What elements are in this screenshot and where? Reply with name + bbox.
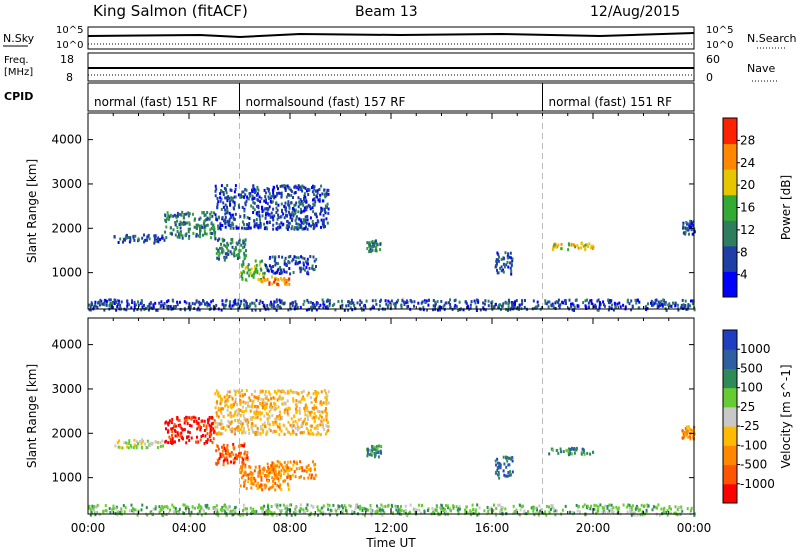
colorbar-tick-label: 28 xyxy=(740,133,755,147)
colorbar-tick-label: 8 xyxy=(740,245,748,259)
nave-tick-bottom: 0 xyxy=(706,71,713,84)
x-tick-label: 04:00 xyxy=(172,521,207,535)
colorbar-swatch xyxy=(723,445,737,466)
echo-region xyxy=(264,254,318,276)
echo-region xyxy=(494,251,514,276)
echo-region xyxy=(214,389,330,437)
colorbar-label: Power [dB] xyxy=(779,175,793,240)
echo-region xyxy=(164,210,217,240)
colorbar-tick-label: 1000 xyxy=(740,342,771,356)
y-tick-label: 1000 xyxy=(51,266,82,280)
echo-region xyxy=(214,237,247,262)
colorbar-swatch xyxy=(723,169,737,196)
x-tick-label: 08:00 xyxy=(273,521,308,535)
freq-tick-bottom: 8 xyxy=(66,71,73,84)
colorbar-swatch xyxy=(723,483,737,504)
colorbar-swatch xyxy=(723,349,737,369)
colorbar-tick-label: 4 xyxy=(740,268,748,282)
y-axis-label: Slant Range [km] xyxy=(25,364,39,468)
echo-region xyxy=(366,239,382,254)
echo-region xyxy=(366,444,383,459)
nsearch-tick-top: 10^5 xyxy=(706,25,733,36)
colorbar-swatch xyxy=(723,406,737,427)
mode-label: normalsound (fast) 157 RF xyxy=(246,95,406,109)
echo-region xyxy=(214,184,330,231)
colorbar-tick-label: 20 xyxy=(740,178,755,192)
power-panel: 1000 2000 3000 4000 Slant Range [km] 28 24 20 16… xyxy=(25,112,793,312)
nave-label: Nave xyxy=(747,62,775,75)
colorbar-swatch xyxy=(723,194,737,221)
colorbar-swatch xyxy=(723,271,737,298)
x-tick-label: 16:00 xyxy=(475,521,510,535)
colorbar-swatch xyxy=(723,387,737,408)
echo-region xyxy=(494,455,514,480)
colorbar-swatch xyxy=(723,368,737,389)
x-tick-label: 20:00 xyxy=(576,521,611,535)
cpid-panel: CPID normal (fast) 151 RF normalsound (fa… xyxy=(4,82,695,112)
colorbar-tick-label: 500 xyxy=(740,361,763,375)
station-title: King Salmon (fitACF) xyxy=(93,2,248,20)
x-tick-label: 12:00 xyxy=(374,521,409,535)
x-tick-label: 00:00 xyxy=(677,521,712,535)
colorbar-swatch xyxy=(723,220,737,247)
freq-label-line2: [MHz] xyxy=(4,67,33,78)
echo-region xyxy=(548,446,595,457)
x-tick-label: 00:00 xyxy=(71,521,106,535)
echo-region xyxy=(164,415,216,445)
echo-region xyxy=(113,233,166,245)
colorbar-swatch xyxy=(723,245,737,272)
colorbar-tick-label: -1000 xyxy=(740,477,775,491)
date-title: 12/Aug/2015 xyxy=(590,4,680,20)
mode-label: normal (fast) 151 RF xyxy=(94,95,218,109)
y-tick-label: 2000 xyxy=(51,221,82,235)
colorbar-tick-label: -100 xyxy=(740,438,767,452)
colorbar-label: Velocity [m s^-1] xyxy=(779,364,793,468)
y-tick-label: 4000 xyxy=(51,133,82,147)
x-axis-label: Time UT xyxy=(365,536,416,550)
echo-region xyxy=(265,460,317,481)
colorbar-tick-label: 100 xyxy=(740,381,763,395)
velocity-panel: 1000 2000 3000 4000 Slant Range [km] 1000 500 1… xyxy=(25,317,793,550)
colorbar-swatch xyxy=(723,330,737,350)
y-tick-label: 1000 xyxy=(51,471,82,485)
y-tick-label: 4000 xyxy=(51,338,82,352)
nsky-panel: N.Sky 10^5 10^0 10^5 10^0 N.Search xyxy=(3,25,797,51)
colorbar-swatch xyxy=(723,118,737,145)
colorbar-tick-label: 24 xyxy=(740,156,755,170)
y-tick-label: 3000 xyxy=(51,177,82,191)
nsearch-label: N.Search xyxy=(747,32,797,45)
colorbar-tick-label: 12 xyxy=(740,223,755,237)
colorbar-tick-label: 16 xyxy=(740,201,755,215)
colorbar-swatch xyxy=(723,426,737,446)
freq-label-line1: Freq. xyxy=(4,55,29,66)
nsky-label: N.Sky xyxy=(3,32,35,45)
mode-label: normal (fast) 151 RF xyxy=(549,95,673,109)
colorbar-swatch xyxy=(723,143,737,170)
echo-region xyxy=(551,241,595,252)
echo-region xyxy=(259,275,291,287)
colorbar-tick-label: 25 xyxy=(740,400,755,414)
echo-region xyxy=(215,442,249,468)
echo-region xyxy=(114,438,165,450)
nsky-tick-bottom: 10^0 xyxy=(56,40,83,51)
freq-tick-top: 18 xyxy=(60,53,74,66)
nave-tick-top: 60 xyxy=(706,53,720,66)
y-axis-label: Slant Range [km] xyxy=(25,159,39,263)
nsearch-tick-bottom: 10^0 xyxy=(706,40,733,51)
colorbar-swatch xyxy=(723,464,737,485)
nsky-tick-top: 10^5 xyxy=(56,25,83,36)
colorbar-tick-label: -500 xyxy=(740,458,767,472)
y-tick-label: 3000 xyxy=(51,382,82,396)
cpid-label: CPID xyxy=(4,90,33,103)
colorbar-tick-label: -25 xyxy=(740,419,760,433)
y-tick-label: 2000 xyxy=(51,426,82,440)
beam-title: Beam 13 xyxy=(355,4,418,20)
freq-panel: Freq. [MHz] 18 8 60 0 Nave xyxy=(4,52,778,84)
